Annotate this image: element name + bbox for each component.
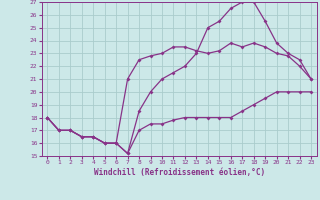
X-axis label: Windchill (Refroidissement éolien,°C): Windchill (Refroidissement éolien,°C) xyxy=(94,168,265,177)
